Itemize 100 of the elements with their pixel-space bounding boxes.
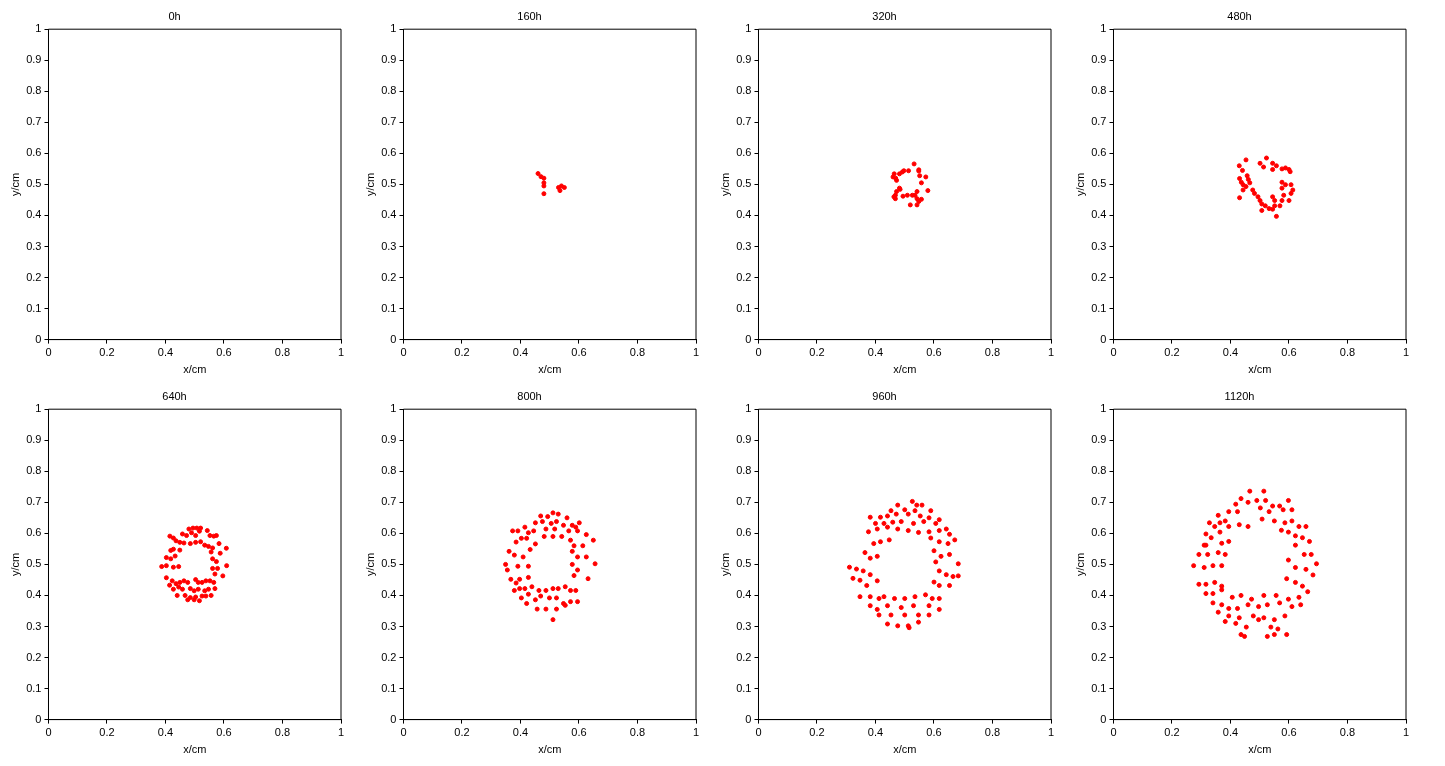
y-tick-label: 0.9 — [381, 53, 397, 66]
x-tick-label: 0.2 — [809, 346, 825, 359]
y-tick-label: 0.5 — [381, 557, 397, 570]
y-tick-label: 1 — [35, 402, 42, 415]
y-tick-label: 0.2 — [736, 270, 752, 283]
y-tick-label: 1 — [390, 402, 397, 415]
y-tick-label: 0.3 — [26, 239, 42, 252]
x-tick-label: 0.6 — [216, 726, 232, 739]
x-tick-label: 0.2 — [99, 726, 115, 739]
y-tick-label: 0 — [745, 332, 752, 345]
x-tick-label: 0.8 — [274, 346, 291, 359]
y-tick-label: 0.2 — [381, 270, 397, 283]
y-tick-label: 0.4 — [1091, 208, 1107, 221]
y-tick-label: 0.3 — [736, 619, 752, 632]
y-tick-label: 0.5 — [736, 557, 752, 570]
x-tick-label: 0.4 — [512, 346, 529, 359]
x-tick-label: 1 — [1402, 726, 1410, 739]
y-tick-label: 0.8 — [1091, 84, 1107, 97]
x-axis-title: x/cm — [183, 743, 207, 756]
y-tick-label: 0 — [1100, 332, 1107, 345]
y-tick-label: 0.2 — [1091, 270, 1107, 283]
y-tick-label: 0.8 — [26, 464, 42, 477]
y-tick-label: 0.6 — [381, 146, 397, 159]
x-axis-title: x/cm — [1248, 743, 1272, 756]
y-tick-label: 0.2 — [381, 650, 397, 663]
y-tick-label: 0.9 — [381, 433, 397, 446]
y-tick-label: 0.5 — [26, 557, 42, 570]
x-tick-label: 0.8 — [984, 346, 1001, 359]
y-tick-label: 0.4 — [381, 208, 397, 221]
x-tick-label: 0.4 — [1222, 726, 1239, 739]
y-tick-label: 0.1 — [381, 301, 397, 314]
x-tick-label: 0 — [45, 726, 52, 739]
y-tick-label: 0.6 — [26, 526, 42, 539]
y-tick-label: 0.7 — [736, 495, 752, 508]
y-tick-label: 0.3 — [381, 619, 397, 632]
chart-title: 0h — [168, 9, 181, 22]
y-axis-title: y/cm — [1073, 172, 1086, 197]
x-tick-label: 0 — [400, 346, 407, 359]
y-tick-label: 0.1 — [736, 301, 752, 314]
y-tick-label: 0.4 — [736, 208, 752, 221]
y-tick-label: 0.8 — [736, 464, 752, 477]
x-tick-label: 0.4 — [157, 726, 174, 739]
y-tick-label: 0.6 — [1091, 146, 1107, 159]
x-axis-title: x/cm — [893, 363, 917, 376]
y-tick-label: 1 — [1100, 22, 1107, 35]
x-tick-label: 0 — [1110, 346, 1117, 359]
x-tick-label: 0.6 — [1281, 726, 1297, 739]
y-tick-label: 0.7 — [381, 115, 397, 128]
y-tick-label: 0.6 — [381, 526, 397, 539]
y-tick-label: 0.7 — [26, 115, 42, 128]
x-tick-label: 0.8 — [984, 726, 1001, 739]
x-tick-label: 0.6 — [571, 346, 587, 359]
y-tick-label: 0.4 — [1091, 588, 1107, 601]
chart-title: 800h — [517, 389, 542, 402]
y-tick-label: 0.9 — [736, 433, 752, 446]
y-tick-label: 0.7 — [1091, 115, 1107, 128]
y-tick-label: 0.1 — [1091, 681, 1107, 694]
y-tick-label: 0.9 — [736, 53, 752, 66]
x-tick-label: 0.4 — [157, 346, 174, 359]
chart-title: 1120h — [1224, 389, 1255, 402]
y-tick-label: 0.6 — [736, 526, 752, 539]
x-tick-label: 0 — [45, 346, 52, 359]
y-tick-label: 0.1 — [381, 681, 397, 694]
x-tick-label: 0 — [755, 726, 762, 739]
y-tick-label: 0.1 — [26, 301, 42, 314]
x-tick-label: 0.4 — [867, 346, 884, 359]
y-tick-label: 0.8 — [26, 84, 42, 97]
y-tick-label: 0.1 — [736, 681, 752, 694]
y-tick-label: 0.9 — [26, 433, 42, 446]
y-tick-label: 0.4 — [381, 588, 397, 601]
y-axis-title: y/cm — [718, 552, 731, 577]
y-tick-label: 0.5 — [381, 177, 397, 190]
y-tick-label: 1 — [35, 22, 42, 35]
x-tick-label: 0.8 — [629, 346, 646, 359]
y-tick-label: 0.3 — [736, 239, 752, 252]
y-tick-label: 0 — [1100, 712, 1107, 725]
x-tick-label: 0.6 — [1281, 346, 1297, 359]
x-tick-label: 0.6 — [571, 726, 587, 739]
x-tick-label: 0.8 — [1339, 726, 1356, 739]
x-tick-label: 0.2 — [454, 726, 470, 739]
x-tick-label: 0 — [755, 346, 762, 359]
y-tick-label: 0.4 — [26, 588, 42, 601]
y-tick-label: 0.2 — [26, 650, 42, 663]
y-tick-label: 0.8 — [381, 84, 397, 97]
y-tick-label: 0.5 — [26, 177, 42, 190]
x-tick-label: 1 — [337, 726, 345, 739]
y-tick-label: 0.3 — [1091, 239, 1107, 252]
y-tick-label: 0 — [35, 712, 42, 725]
y-tick-label: 0 — [745, 712, 752, 725]
y-tick-label: 0.2 — [736, 650, 752, 663]
y-axis-title: y/cm — [718, 172, 731, 197]
y-tick-label: 1 — [390, 22, 397, 35]
x-tick-label: 0.4 — [512, 726, 529, 739]
y-tick-label: 0.3 — [1091, 619, 1107, 632]
y-tick-label: 0.9 — [26, 53, 42, 66]
y-tick-label: 0.2 — [1091, 650, 1107, 663]
y-tick-label: 0.6 — [736, 146, 752, 159]
y-tick-label: 0.7 — [26, 495, 42, 508]
x-tick-label: 0.2 — [1164, 726, 1180, 739]
x-tick-label: 0.2 — [809, 726, 825, 739]
